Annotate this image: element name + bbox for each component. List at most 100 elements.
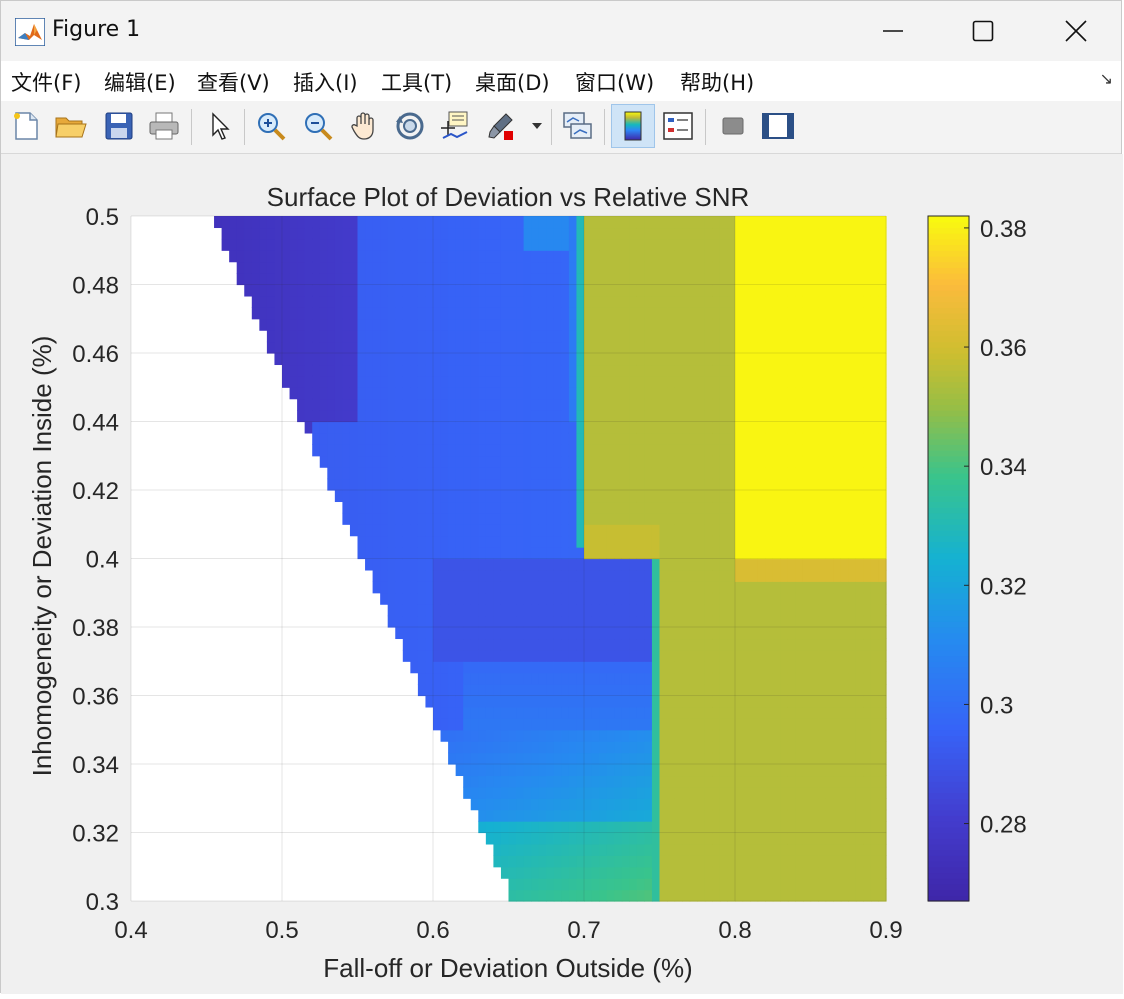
heatmap-cell bbox=[848, 638, 857, 651]
menu-tools[interactable]: 工具(T) bbox=[381, 71, 453, 95]
heatmap-cell bbox=[425, 284, 434, 297]
menu-window[interactable]: 窗口(W) bbox=[575, 71, 655, 95]
data-cursor-button[interactable] bbox=[436, 107, 474, 145]
x-axis-label: Fall-off or Deviation Outside (%) bbox=[323, 953, 692, 983]
menu-file[interactable]: 文件(F) bbox=[11, 71, 82, 95]
heatmap-cell bbox=[787, 387, 796, 400]
colorbar-segment bbox=[928, 478, 969, 485]
heatmap-cell bbox=[561, 432, 570, 445]
link-plot-button[interactable] bbox=[559, 107, 597, 145]
heatmap-cell bbox=[636, 558, 645, 571]
print-button[interactable] bbox=[145, 107, 183, 145]
heatmap-cell bbox=[855, 501, 864, 514]
heatmap-cell bbox=[561, 786, 570, 799]
heatmap-cell bbox=[523, 341, 532, 354]
heatmap-cell bbox=[440, 649, 449, 662]
legend-button[interactable] bbox=[659, 107, 697, 145]
heatmap-cell bbox=[606, 375, 615, 388]
new-figure-button[interactable] bbox=[7, 107, 45, 145]
zoom-in-button[interactable] bbox=[252, 107, 290, 145]
heatmap-cell bbox=[704, 410, 713, 423]
heatmap-cell bbox=[576, 798, 585, 811]
heatmap-cell bbox=[719, 615, 729, 628]
heatmap-cell bbox=[599, 672, 608, 685]
heatmap-cell bbox=[659, 512, 668, 525]
menu-view[interactable]: 查看(V) bbox=[197, 71, 270, 95]
heatmap-cell bbox=[697, 295, 706, 308]
heatmap-cell bbox=[402, 569, 411, 582]
heatmap-cell bbox=[833, 261, 842, 274]
heatmap-cell bbox=[735, 843, 744, 856]
heatmap-cell bbox=[750, 558, 759, 571]
heatmap-cell bbox=[606, 535, 615, 548]
menu-help[interactable]: 帮助(H) bbox=[680, 71, 755, 95]
show-plot-tools-button[interactable] bbox=[759, 107, 797, 145]
edit-plot-button[interactable] bbox=[200, 107, 238, 145]
heatmap-cell bbox=[810, 569, 819, 582]
open-button[interactable] bbox=[52, 107, 90, 145]
heatmap-cell bbox=[568, 250, 578, 263]
title-bar[interactable]: Figure 1 bbox=[1, 1, 1121, 61]
dock-arrow-icon[interactable]: ↘ bbox=[1099, 71, 1113, 88]
heatmap-cell bbox=[561, 261, 570, 274]
minimize-button[interactable] bbox=[863, 9, 923, 53]
rotate-button[interactable] bbox=[391, 107, 429, 145]
heatmap-cell bbox=[606, 273, 615, 286]
heatmap-cell bbox=[878, 455, 887, 468]
heatmap-cell bbox=[780, 353, 789, 366]
heatmap-cell bbox=[478, 809, 487, 822]
heatmap-cell bbox=[425, 227, 434, 240]
heatmap-cell bbox=[833, 398, 842, 411]
close-button[interactable] bbox=[1046, 9, 1106, 53]
heatmap-cell bbox=[576, 558, 585, 571]
heatmap-cell bbox=[531, 398, 540, 411]
heatmap-cell bbox=[614, 295, 623, 308]
chart-title: Surface Plot of Deviation vs Relative SN… bbox=[267, 182, 750, 212]
heatmap-cell bbox=[689, 455, 698, 468]
heatmap-cell bbox=[870, 889, 880, 902]
heatmap-cell bbox=[304, 216, 313, 229]
colorbar-segment bbox=[928, 381, 969, 388]
menu-desktop[interactable]: 桌面(D) bbox=[475, 71, 550, 95]
maximize-button[interactable] bbox=[953, 9, 1013, 53]
heatmap-cell bbox=[410, 398, 419, 411]
heatmap-cell bbox=[840, 353, 849, 366]
heatmap-cell bbox=[772, 273, 781, 286]
heatmap-cell bbox=[659, 478, 668, 491]
pan-button[interactable] bbox=[345, 107, 383, 145]
heatmap-cell bbox=[425, 524, 434, 537]
heatmap-cell bbox=[863, 649, 872, 662]
heatmap-cell bbox=[636, 729, 645, 742]
menu-edit[interactable]: 编辑(E) bbox=[104, 71, 176, 95]
heatmap-cell bbox=[553, 250, 562, 263]
heatmap-cell bbox=[833, 318, 842, 331]
heatmap-cell bbox=[848, 398, 857, 411]
heatmap-cell bbox=[757, 821, 766, 834]
brush-dropdown[interactable] bbox=[528, 107, 546, 145]
heatmap-cell bbox=[433, 581, 442, 594]
colorbar-button[interactable] bbox=[611, 104, 655, 148]
heatmap-cell bbox=[410, 410, 419, 423]
heatmap-cell bbox=[500, 672, 510, 685]
brush-button[interactable] bbox=[484, 107, 522, 145]
heatmap-cell bbox=[772, 501, 781, 514]
heatmap-cell bbox=[417, 261, 427, 274]
heatmap-cell bbox=[735, 832, 744, 845]
heatmap-cell bbox=[855, 273, 864, 286]
heatmap-cell bbox=[508, 729, 517, 742]
heatmap-cell bbox=[757, 261, 766, 274]
heatmap-cell bbox=[516, 786, 525, 799]
heatmap-cell bbox=[508, 581, 517, 594]
hide-plot-tools-button[interactable] bbox=[714, 107, 752, 145]
save-button[interactable] bbox=[100, 107, 138, 145]
heatmap-cell bbox=[523, 855, 532, 868]
heatmap-cell bbox=[591, 775, 600, 788]
heatmap-cell bbox=[636, 261, 645, 274]
heatmap-cell bbox=[576, 432, 585, 445]
heatmap-cell bbox=[357, 375, 366, 388]
heatmap-cell bbox=[833, 353, 842, 366]
zoom-out-button[interactable] bbox=[299, 107, 337, 145]
heatmap-cell bbox=[878, 775, 887, 788]
menu-insert[interactable]: 插入(I) bbox=[293, 71, 358, 95]
heatmap-cell bbox=[818, 581, 827, 594]
